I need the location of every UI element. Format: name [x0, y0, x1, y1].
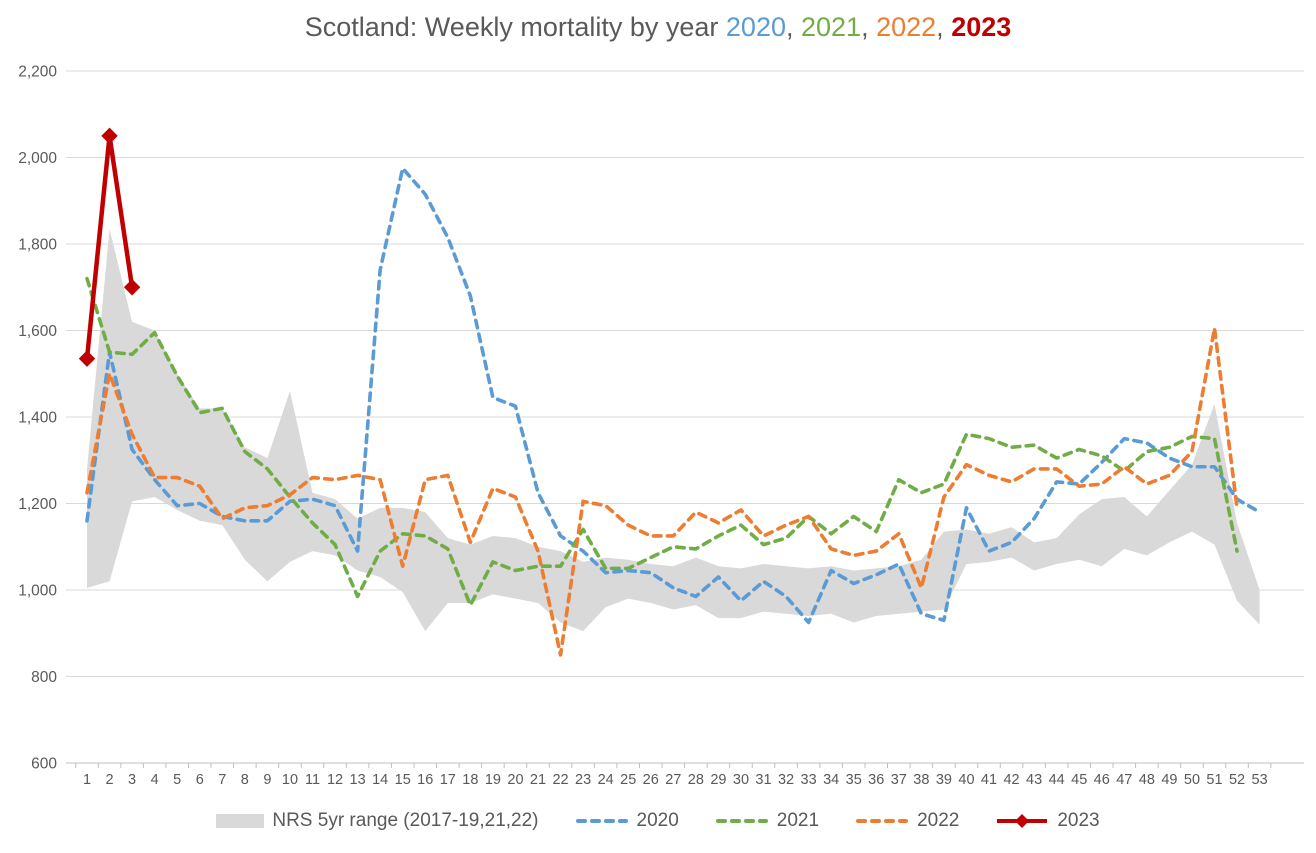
x-axis-label: 41 [981, 772, 997, 788]
x-axis-label: 18 [462, 772, 478, 788]
x-axis-label: 13 [350, 772, 366, 788]
series-line-2021 [85, 276, 1239, 607]
legend-item-2022: 2022 [855, 810, 959, 832]
x-axis-label: 9 [263, 772, 271, 788]
x-axis-label: 19 [485, 772, 501, 788]
x-axis-label: 32 [778, 772, 794, 788]
x-axis-label: 50 [1184, 772, 1200, 788]
x-axis-label: 2 [106, 772, 114, 788]
dashed-line-swatch-2022-icon [856, 819, 909, 823]
diamond-marker-2023 [101, 127, 118, 145]
y-axis-label: 1,200 [18, 496, 57, 513]
x-axis-label: 44 [1049, 772, 1065, 788]
legend-item-range: NRS 5yr range (2017-19,21,22) [216, 810, 539, 832]
x-axis-label: 38 [913, 772, 929, 788]
y-axis-label: 1,800 [18, 237, 57, 254]
chart-legend: NRS 5yr range (2017-19,21,22) 2020 2021 … [0, 810, 1316, 832]
legend-label-2023: 2023 [1057, 810, 1100, 831]
x-axis-label: 46 [1094, 772, 1110, 788]
x-axis-label: 51 [1206, 772, 1222, 788]
title-separator: , [936, 12, 952, 42]
x-axis-label: 36 [868, 772, 884, 788]
x-axis-label: 11 [305, 772, 320, 788]
x-axis-label: 45 [1071, 772, 1087, 788]
x-axis-label: 16 [417, 772, 433, 788]
x-axis-label: 47 [1116, 772, 1132, 788]
x-axis-label: 39 [936, 772, 952, 788]
legend-label-2020: 2020 [636, 810, 679, 831]
x-axis-label: 17 [440, 772, 456, 788]
title-separator: , [861, 12, 877, 42]
chart-title: Scotland: Weekly mortality by year 2020,… [0, 12, 1316, 43]
x-axis-label: 42 [1003, 772, 1019, 788]
series-line-2020 [85, 166, 1262, 625]
x-axis-label: 1 [83, 772, 91, 788]
legend-item-2021: 2021 [715, 810, 819, 832]
x-axis-label: 10 [282, 772, 298, 788]
dashed-line-swatch-2020-icon [575, 819, 628, 823]
x-axis-label: 29 [710, 772, 726, 788]
x-axis-label: 25 [620, 772, 636, 788]
x-axis-label: 31 [755, 772, 771, 788]
title-year-2021: 2021 [801, 12, 862, 42]
x-axis-label: 14 [372, 772, 388, 788]
x-axis-label: 40 [958, 772, 974, 788]
x-axis-label: 49 [1161, 772, 1177, 788]
x-axis-label: 43 [1026, 772, 1042, 788]
x-axis-label: 12 [327, 772, 343, 788]
x-axis-label: 35 [846, 772, 862, 788]
x-axis-label: 23 [575, 772, 591, 788]
x-axis-label: 27 [665, 772, 681, 788]
legend-item-2023: 2023 [995, 810, 1100, 832]
x-axis-label: 5 [173, 772, 181, 788]
legend-label-2022: 2022 [917, 810, 960, 831]
series-line-2022 [85, 326, 1239, 657]
y-axis-label: 1,000 [18, 583, 57, 600]
line-diamond-swatch-2023-icon [997, 814, 1048, 828]
legend-label-range: NRS 5yr range (2017-19,21,22) [272, 810, 539, 831]
y-axis-label: 1,600 [18, 323, 57, 340]
x-axis-label: 6 [196, 772, 204, 788]
title-year-2023: 2023 [951, 12, 1012, 42]
x-axis-label: 53 [1252, 772, 1268, 788]
x-axis-label: 20 [507, 772, 523, 788]
legend-label-2021: 2021 [776, 810, 820, 831]
x-axis-label: 3 [128, 772, 136, 788]
y-axis-label: 800 [31, 669, 57, 686]
x-axis-label: 37 [891, 772, 907, 788]
x-axis-label: 24 [598, 772, 614, 788]
diamond-marker-2023 [123, 279, 141, 296]
x-axis-label: 26 [643, 772, 659, 788]
legend-item-2020: 2020 [575, 810, 679, 832]
y-axis-label: 600 [31, 756, 57, 773]
x-axis-label: 28 [688, 772, 704, 788]
y-axis-label: 2,200 [18, 64, 57, 81]
x-axis-label: 7 [218, 772, 226, 788]
x-axis-label: 8 [241, 772, 249, 788]
title-year-2022: 2022 [876, 12, 937, 42]
x-axis-label: 34 [823, 772, 839, 788]
dashed-line-swatch-2021-icon [715, 819, 768, 823]
range-band-swatch-icon [216, 814, 265, 828]
chart-title-prefix: Scotland: Weekly mortality by year [304, 12, 726, 42]
x-axis-label: 52 [1229, 772, 1245, 788]
nrs-range-band [87, 228, 1260, 632]
title-separator: , [785, 12, 801, 42]
y-axis-label: 1,400 [18, 410, 57, 427]
title-year-2020: 2020 [725, 12, 786, 42]
x-axis-label: 48 [1139, 772, 1155, 788]
x-axis-label: 33 [801, 772, 817, 788]
y-axis-label: 2,000 [18, 150, 57, 167]
x-axis-label: 30 [733, 772, 749, 788]
diamond-marker-2023 [78, 350, 96, 367]
x-axis-label: 21 [530, 772, 546, 788]
x-axis-label: 4 [151, 772, 159, 788]
x-axis-label: 15 [395, 772, 411, 788]
chart-title-years: 2020, 2021, 2022, 2023 [726, 12, 1011, 42]
x-axis-label: 22 [552, 772, 568, 788]
